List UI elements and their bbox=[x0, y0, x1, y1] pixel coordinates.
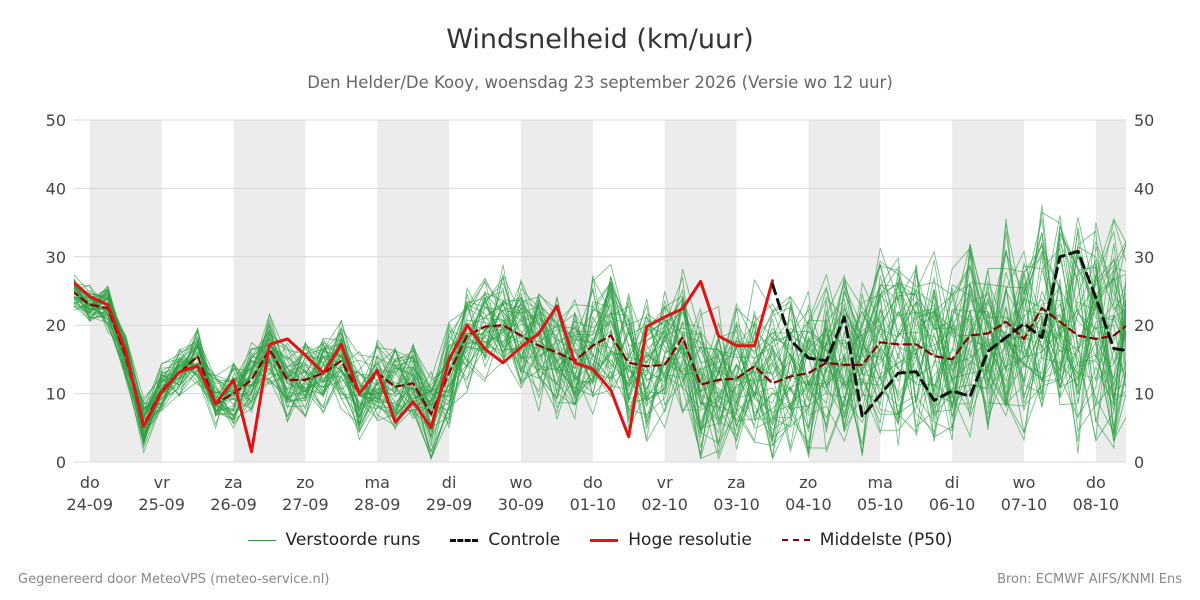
hires-series-line bbox=[74, 279, 774, 454]
x-tick-date-label: 29-09 bbox=[426, 495, 473, 514]
x-tick-day-label: za bbox=[224, 473, 242, 492]
x-tick-day-label: di bbox=[442, 473, 457, 492]
legend-swatch-hires bbox=[590, 538, 619, 542]
median-series-line bbox=[74, 291, 1126, 426]
x-tick-date-label: 24-09 bbox=[67, 495, 114, 514]
y-tick-label-right: 10 bbox=[1134, 385, 1154, 404]
x-tick-date-label: 07-10 bbox=[1001, 495, 1048, 514]
legend-item-median: Middelste (P50) bbox=[781, 530, 953, 550]
x-tick-date-label: 25-09 bbox=[138, 495, 185, 514]
x-tick-date-label: 27-09 bbox=[282, 495, 329, 514]
y-tick-label-right: 30 bbox=[1134, 248, 1154, 267]
ensemble-member-line bbox=[74, 230, 1126, 443]
x-tick-day-label: ma bbox=[868, 473, 893, 492]
ensemble-member-line bbox=[74, 217, 1126, 449]
legend: Verstoorde runs Controle Hoge resolutie … bbox=[0, 530, 1200, 550]
legend-item-control: Controle bbox=[450, 530, 560, 550]
x-tick-day-label: zo bbox=[296, 473, 314, 492]
ensemble-member-line bbox=[74, 223, 1126, 456]
x-tick-day-label: wo bbox=[1013, 473, 1036, 492]
ensemble-member-line bbox=[74, 211, 1126, 459]
ensemble-member-line bbox=[74, 254, 1126, 455]
x-tick-date-label: 06-10 bbox=[929, 495, 976, 514]
ensemble-member-line bbox=[74, 231, 1126, 454]
legend-label-hires: Hoge resolutie bbox=[628, 530, 752, 550]
ensemble-member-line bbox=[74, 229, 1126, 438]
x-tick-date-label: 05-10 bbox=[857, 495, 904, 514]
control-series-line bbox=[771, 249, 1126, 419]
legend-swatch-ensemble bbox=[247, 539, 276, 541]
x-tick-day-label: wo bbox=[510, 473, 533, 492]
y-tick-label-left: 40 bbox=[46, 179, 66, 198]
y-tick-label-left: 10 bbox=[46, 385, 66, 404]
legend-label-median: Middelste (P50) bbox=[819, 530, 953, 550]
x-tick-day-label: vr bbox=[154, 473, 170, 492]
x-tick-day-label: zo bbox=[799, 473, 817, 492]
y-tick-label-left: 0 bbox=[56, 453, 66, 472]
x-tick-date-label: 04-10 bbox=[785, 495, 832, 514]
x-tick-date-label: 26-09 bbox=[210, 495, 257, 514]
x-tick-day-label: za bbox=[727, 473, 745, 492]
shaded-day-band bbox=[520, 120, 593, 462]
ensemble-member-line bbox=[74, 274, 1126, 430]
x-tick-date-label: 01-10 bbox=[570, 495, 617, 514]
y-tick-label-right: 40 bbox=[1134, 179, 1154, 198]
y-tick-label-left: 20 bbox=[46, 316, 66, 335]
ensemble-member-line bbox=[74, 286, 1126, 443]
ensemble-member-line bbox=[74, 263, 1126, 452]
chart-title: Windsnelheid (km/uur) bbox=[446, 24, 754, 55]
y-tick-label-right: 20 bbox=[1134, 316, 1154, 335]
y-tick-label-right: 50 bbox=[1134, 111, 1154, 130]
x-tick-day-label: ma bbox=[365, 473, 390, 492]
legend-swatch-median bbox=[781, 539, 810, 541]
y-tick-label-left: 30 bbox=[46, 248, 66, 267]
ensemble-member-line bbox=[74, 256, 1126, 459]
x-tick-day-label: do bbox=[1086, 473, 1106, 492]
x-tick-day-label: do bbox=[583, 473, 603, 492]
legend-swatch-control bbox=[450, 538, 479, 542]
x-tick-day-label: do bbox=[80, 473, 100, 492]
generator-credit: Gegenereerd door MeteoVPS (meteo-service… bbox=[18, 572, 330, 587]
legend-label-control: Controle bbox=[488, 530, 561, 550]
main-series-group bbox=[74, 249, 1126, 454]
ensemble-member-line bbox=[74, 240, 1126, 461]
legend-item-hires: Hoge resolutie bbox=[590, 530, 752, 550]
ensemble-member-line bbox=[74, 226, 1126, 442]
x-tick-date-label: 03-10 bbox=[713, 495, 760, 514]
axis-labels: 0 0 10 10 20 20 30 30 40 40 50 50 do 24-09 vr 25-09 za 26… bbox=[46, 111, 1155, 514]
x-tick-day-label: di bbox=[945, 473, 960, 492]
ensemble-member-line bbox=[74, 236, 1126, 461]
shaded-day-band bbox=[233, 120, 306, 462]
x-tick-date-label: 30-09 bbox=[498, 495, 545, 514]
legend-label-ensemble: Verstoorde runs bbox=[285, 530, 421, 550]
legend-item-ensemble: Verstoorde runs bbox=[247, 530, 421, 550]
x-tick-date-label: 28-09 bbox=[354, 495, 401, 514]
x-tick-day-label: vr bbox=[657, 473, 673, 492]
ensemble-member-line bbox=[74, 230, 1126, 449]
ensemble-series-group bbox=[74, 204, 1126, 461]
chart-subtitle: Den Helder/De Kooy, woensdag 23 septembe… bbox=[307, 73, 893, 92]
y-tick-label-right: 0 bbox=[1134, 453, 1144, 472]
y-tick-label-left: 50 bbox=[46, 111, 66, 130]
source-credit: Bron: ECMWF AIFS/KNMI Ens bbox=[997, 572, 1182, 587]
x-tick-date-label: 02-10 bbox=[641, 495, 688, 514]
ensemble-member-line bbox=[74, 284, 1126, 435]
x-tick-date-label: 08-10 bbox=[1073, 495, 1120, 514]
